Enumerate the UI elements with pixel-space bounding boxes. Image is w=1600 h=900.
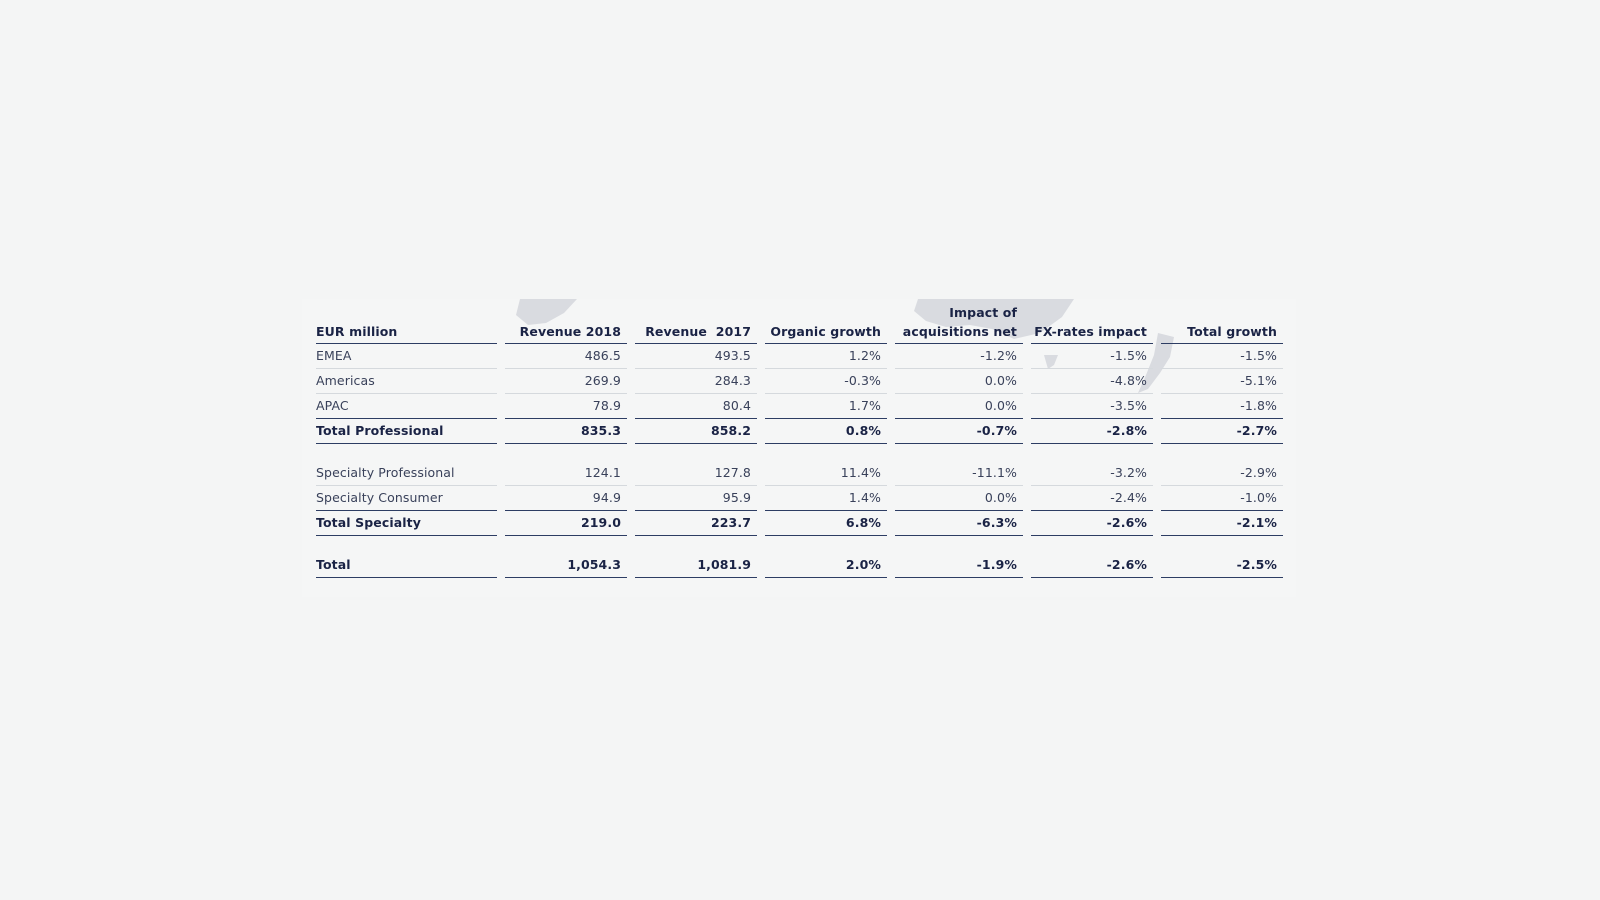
cell-acquisitions-impact: -6.3% bbox=[895, 511, 1023, 536]
cell-organic-growth: 11.4% bbox=[765, 461, 887, 486]
cell-acquisitions-impact: -0.7% bbox=[895, 419, 1023, 444]
table-row: Specialty Consumer 94.9 95.9 1.4% 0.0% -… bbox=[316, 486, 1283, 511]
table-row: Specialty Professional 124.1 127.8 11.4%… bbox=[316, 461, 1283, 486]
header-eur-million: EUR million bbox=[316, 299, 497, 344]
spacer-cell bbox=[316, 444, 1283, 461]
cell-fx-impact: -2.4% bbox=[1031, 486, 1153, 511]
row-label: Total Professional bbox=[316, 419, 497, 444]
cell-total-growth: -5.1% bbox=[1161, 369, 1283, 394]
cell-revenue-2017: 80.4 bbox=[635, 394, 757, 419]
row-label: EMEA bbox=[316, 344, 497, 369]
header-revenue-2018: Revenue 2018 bbox=[505, 299, 627, 344]
cell-organic-growth: 6.8% bbox=[765, 511, 887, 536]
cell-fx-impact: -2.6% bbox=[1031, 511, 1153, 536]
cell-acquisitions-impact: -11.1% bbox=[895, 461, 1023, 486]
total-professional-row: Total Professional 835.3 858.2 0.8% -0.7… bbox=[316, 419, 1283, 444]
cell-total-growth: -2.9% bbox=[1161, 461, 1283, 486]
cell-acquisitions-impact: -1.2% bbox=[895, 344, 1023, 369]
table-row: APAC 78.9 80.4 1.7% 0.0% -3.5% -1.8% bbox=[316, 394, 1283, 419]
row-label: APAC bbox=[316, 394, 497, 419]
row-label: Specialty Consumer bbox=[316, 486, 497, 511]
table-row: Americas 269.9 284.3 -0.3% 0.0% -4.8% -5… bbox=[316, 369, 1283, 394]
grand-total-row: Total 1,054.3 1,081.9 2.0% -1.9% -2.6% -… bbox=[316, 553, 1283, 578]
cell-organic-growth: 1.4% bbox=[765, 486, 887, 511]
cell-organic-growth: 0.8% bbox=[765, 419, 887, 444]
header-revenue-2017: Revenue 2017 bbox=[635, 299, 757, 344]
table-row: EMEA 486.5 493.5 1.2% -1.2% -1.5% -1.5% bbox=[316, 344, 1283, 369]
cell-revenue-2017: 858.2 bbox=[635, 419, 757, 444]
cell-revenue-2018: 219.0 bbox=[505, 511, 627, 536]
cell-revenue-2017: 493.5 bbox=[635, 344, 757, 369]
cell-fx-impact: -2.6% bbox=[1031, 553, 1153, 578]
cell-fx-impact: -3.2% bbox=[1031, 461, 1153, 486]
cell-organic-growth: 1.7% bbox=[765, 394, 887, 419]
cell-revenue-2017: 223.7 bbox=[635, 511, 757, 536]
cell-acquisitions-impact: -1.9% bbox=[895, 553, 1023, 578]
row-label: Specialty Professional bbox=[316, 461, 497, 486]
cell-fx-impact: -2.8% bbox=[1031, 419, 1153, 444]
cell-fx-impact: -4.8% bbox=[1031, 369, 1153, 394]
revenue-growth-table: EUR million Revenue 2018 Revenue 2017 Or… bbox=[308, 299, 1291, 578]
cell-total-growth: -2.5% bbox=[1161, 553, 1283, 578]
cell-acquisitions-impact: 0.0% bbox=[895, 486, 1023, 511]
cell-organic-growth: -0.3% bbox=[765, 369, 887, 394]
cell-acquisitions-impact: 0.0% bbox=[895, 394, 1023, 419]
spacer-row bbox=[316, 444, 1283, 461]
cell-revenue-2018: 269.9 bbox=[505, 369, 627, 394]
cell-total-growth: -1.5% bbox=[1161, 344, 1283, 369]
header-acquisitions-line1: Impact of bbox=[949, 305, 1017, 320]
table-header-row: EUR million Revenue 2018 Revenue 2017 Or… bbox=[316, 299, 1283, 344]
cell-revenue-2017: 1,081.9 bbox=[635, 553, 757, 578]
row-label: Americas bbox=[316, 369, 497, 394]
spacer-cell bbox=[316, 536, 1283, 553]
cell-revenue-2018: 124.1 bbox=[505, 461, 627, 486]
row-label: Total bbox=[316, 553, 497, 578]
cell-revenue-2018: 486.5 bbox=[505, 344, 627, 369]
cell-revenue-2018: 94.9 bbox=[505, 486, 627, 511]
header-total-growth: Total growth bbox=[1161, 299, 1283, 344]
row-label: Total Specialty bbox=[316, 511, 497, 536]
cell-revenue-2017: 127.8 bbox=[635, 461, 757, 486]
cell-fx-impact: -1.5% bbox=[1031, 344, 1153, 369]
cell-revenue-2018: 835.3 bbox=[505, 419, 627, 444]
header-acquisitions-impact: Impact of acquisitions net bbox=[895, 299, 1023, 344]
cell-revenue-2017: 95.9 bbox=[635, 486, 757, 511]
cell-organic-growth: 2.0% bbox=[765, 553, 887, 578]
cell-revenue-2017: 284.3 bbox=[635, 369, 757, 394]
cell-organic-growth: 1.2% bbox=[765, 344, 887, 369]
cell-revenue-2018: 78.9 bbox=[505, 394, 627, 419]
cell-acquisitions-impact: 0.0% bbox=[895, 369, 1023, 394]
cell-total-growth: -2.1% bbox=[1161, 511, 1283, 536]
revenue-table-panel: EUR million Revenue 2018 Revenue 2017 Or… bbox=[302, 299, 1296, 597]
cell-fx-impact: -3.5% bbox=[1031, 394, 1153, 419]
spacer-row bbox=[316, 536, 1283, 553]
total-specialty-row: Total Specialty 219.0 223.7 6.8% -6.3% -… bbox=[316, 511, 1283, 536]
cell-revenue-2018: 1,054.3 bbox=[505, 553, 627, 578]
cell-total-growth: -1.0% bbox=[1161, 486, 1283, 511]
header-fx-impact: FX-rates impact bbox=[1031, 299, 1153, 344]
cell-total-growth: -1.8% bbox=[1161, 394, 1283, 419]
cell-total-growth: -2.7% bbox=[1161, 419, 1283, 444]
header-organic-growth: Organic growth bbox=[765, 299, 887, 344]
header-acquisitions-line2: acquisitions net bbox=[902, 324, 1017, 339]
